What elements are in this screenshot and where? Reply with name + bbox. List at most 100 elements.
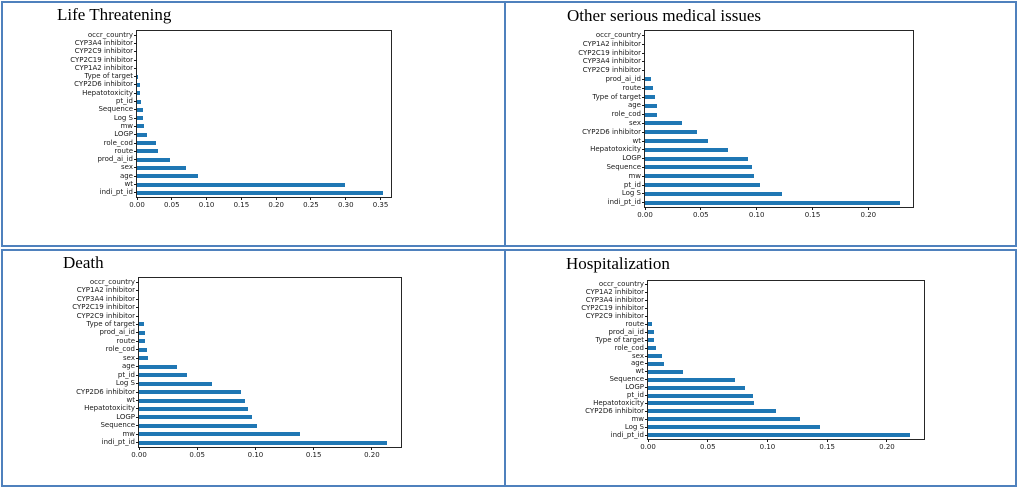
- y-tick-label: CYP2C19 inhibitor: [70, 55, 133, 64]
- y-tick-mark: [642, 175, 645, 177]
- x-tick-label: 0.10: [759, 443, 776, 451]
- y-tick-label: Sequence: [609, 375, 644, 384]
- table-row-bottom: Death occr_country CYP1A2 inhibitor CYP3A4…: [1, 249, 1017, 487]
- y-tick-mark: [645, 339, 648, 341]
- bar: [645, 183, 761, 187]
- y-tick-label: CYP2D6 inhibitor: [585, 406, 644, 415]
- y-tick-label: LOGP: [116, 412, 135, 421]
- y-tick-mark: [645, 316, 648, 318]
- y-tick-mark: [134, 59, 137, 61]
- x-tick-mark: [171, 197, 173, 200]
- y-tick-label: role_cod: [611, 110, 641, 119]
- x-tick-mark: [700, 207, 702, 210]
- y-tick-mark: [136, 332, 139, 334]
- y-tick-mark: [642, 43, 645, 45]
- bar: [137, 190, 383, 195]
- bar: [139, 373, 187, 378]
- y-tick-mark: [642, 61, 645, 63]
- y-tick-mark: [136, 340, 139, 342]
- cell-life-threatening: Life Threatening occr_country CYP3A4 inhi…: [3, 3, 506, 245]
- bar: [139, 440, 388, 445]
- y-tick-mark: [645, 410, 648, 412]
- y-tick-label: Type of target: [595, 335, 644, 344]
- y-tick-label: CYP2C19 inhibitor: [578, 48, 641, 57]
- y-tick-label: CYP2D6 inhibitor: [74, 80, 133, 89]
- y-tick-label: LOGP: [622, 154, 641, 163]
- x-tick-label: 0.00: [637, 211, 653, 219]
- y-tick-mark: [136, 442, 139, 444]
- y-tick-mark: [642, 122, 645, 124]
- x-tick-mark: [826, 439, 828, 442]
- y-tick-label: occr_country: [595, 30, 641, 39]
- y-tick-mark: [136, 391, 139, 393]
- y-tick-label: CYP1A2 inhibitor: [585, 288, 644, 297]
- y-tick-label: prod_ai_id: [605, 74, 641, 83]
- bar: [137, 132, 148, 137]
- y-tick-label: prod_ai_id: [608, 327, 644, 336]
- cell-death: Death occr_country CYP1A2 inhibitor CYP3A4…: [3, 251, 506, 485]
- x-tick-label: 0.15: [305, 451, 322, 459]
- y-tick-mark: [134, 184, 137, 186]
- plot-area: occr_country CYP1A2 inhibitor CYP3A4 inhib…: [581, 280, 925, 451]
- bar: [645, 156, 748, 161]
- chart-panel-hospitalization: Hospitalization occr_country CYP1A2 inhib…: [506, 251, 1015, 485]
- y-tick-mark: [136, 425, 139, 427]
- y-tick-mark: [134, 101, 137, 103]
- bar: [139, 432, 300, 437]
- y-tick-label: mw: [122, 429, 135, 438]
- y-tick-mark: [136, 408, 139, 410]
- y-tick-label: CYP2C9 inhibitor: [74, 47, 133, 56]
- y-tick-mark: [134, 134, 137, 136]
- y-tick-label: Hepatotoxicity: [593, 398, 644, 407]
- x-tick-mark: [136, 197, 138, 200]
- y-tick-label: LOGP: [114, 130, 133, 139]
- y-tick-mark: [645, 402, 648, 404]
- y-tick-label: mw: [631, 414, 644, 423]
- y-tick-mark: [645, 434, 648, 436]
- y-tick-mark: [134, 150, 137, 152]
- y-tick-label: Log S: [113, 113, 133, 122]
- x-tick-label: 0.05: [699, 443, 716, 451]
- bar: [137, 91, 141, 96]
- y-tick-mark: [134, 67, 137, 69]
- bar: [137, 182, 346, 187]
- y-tick-mark: [642, 105, 645, 107]
- y-tick-label: LOGP: [625, 383, 644, 392]
- y-tick-label: Sequence: [98, 105, 133, 114]
- y-tick-label: Type of target: [84, 72, 133, 81]
- x-tick-mark: [313, 447, 315, 450]
- y-tick-label: age: [627, 101, 641, 110]
- x-tick-mark: [254, 447, 256, 450]
- y-tick-mark: [136, 357, 139, 359]
- bar: [139, 330, 145, 335]
- y-tick-label: CYP3A4 inhibitor: [582, 57, 641, 66]
- y-tick-mark: [136, 349, 139, 351]
- x-tick-label: 0.20: [364, 451, 380, 459]
- x-tick-mark: [766, 439, 768, 442]
- y-tick-label: CYP2C9 inhibitor: [76, 311, 135, 320]
- x-tick-label: 0.05: [163, 201, 180, 209]
- y-tick-label: indi_pt_id: [610, 430, 644, 439]
- y-tick-mark: [642, 184, 645, 186]
- y-tick-mark: [642, 202, 645, 204]
- x-tick-label: 0.00: [131, 451, 147, 459]
- bar: [648, 377, 736, 382]
- bar: [645, 165, 753, 170]
- bar: [139, 322, 144, 327]
- bar: [139, 423, 257, 428]
- x-tick-label: 0.15: [233, 201, 250, 209]
- bar: [648, 385, 745, 390]
- y-tick-mark: [136, 374, 139, 376]
- y-tick-mark: [136, 290, 139, 292]
- y-tick-mark: [134, 117, 137, 119]
- y-tick-label: Sequence: [100, 421, 135, 430]
- bar: [645, 174, 755, 179]
- y-tick-label: Log S: [115, 379, 135, 388]
- x-tick-mark: [647, 439, 649, 442]
- x-tick-label: 0.25: [303, 201, 319, 209]
- chart-title: Death: [63, 253, 104, 272]
- y-tick-label: route: [625, 319, 645, 328]
- y-tick-mark: [645, 418, 648, 420]
- y-tick-mark: [642, 166, 645, 168]
- bar: [137, 99, 142, 104]
